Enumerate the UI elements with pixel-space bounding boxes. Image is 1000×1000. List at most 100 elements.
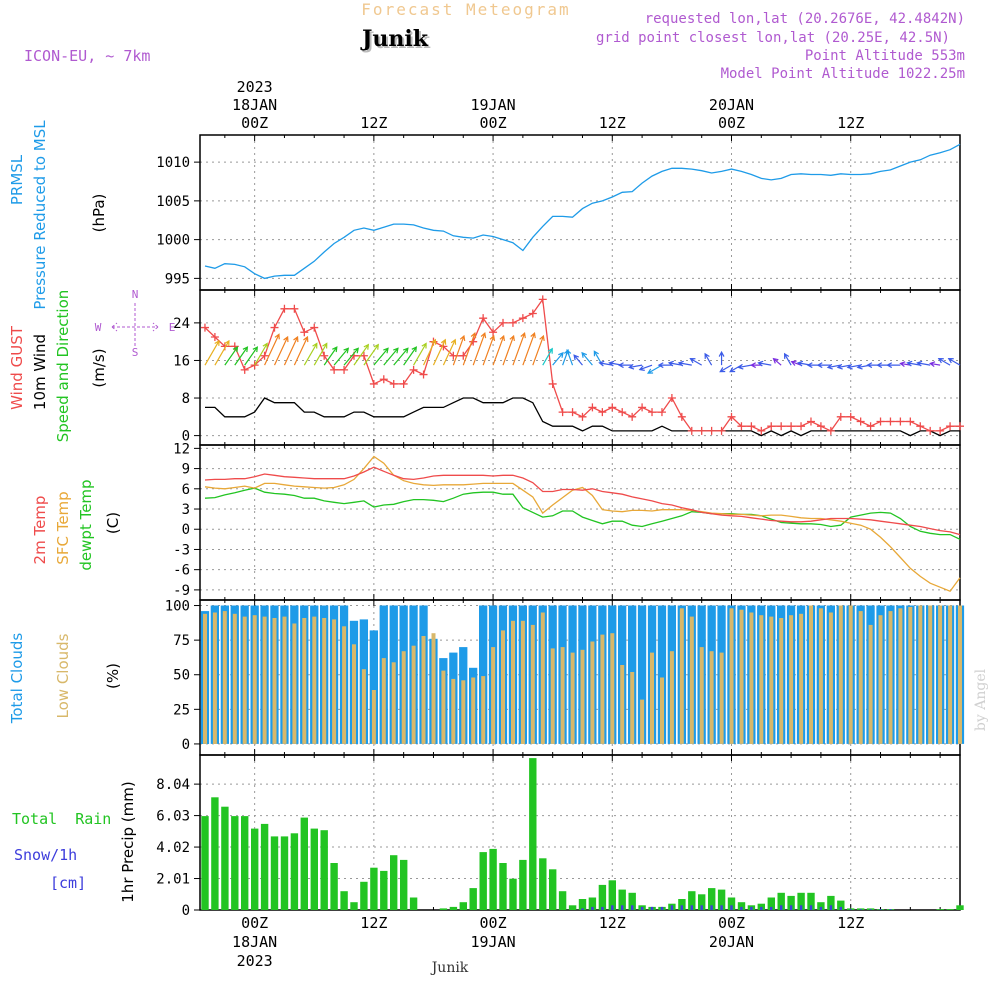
low-cloud-bar — [212, 612, 217, 744]
low-cloud-bar — [282, 616, 287, 744]
gust-marker — [568, 408, 577, 417]
top-date-label: 19JAN — [470, 96, 515, 114]
rain-bar — [757, 903, 765, 910]
rain-bar — [231, 816, 239, 910]
y-tick-label: 100 — [165, 599, 190, 615]
dewpoint-line — [204, 487, 961, 540]
y-tick-label: 2.01 — [156, 872, 190, 888]
low-cloud-bar — [868, 624, 873, 744]
rain-bar — [717, 889, 726, 910]
gust-marker — [200, 323, 209, 332]
gust-marker — [499, 318, 508, 327]
low-cloud-bar — [650, 652, 654, 744]
wind-gust-line — [204, 297, 960, 432]
wind-arrow — [403, 346, 417, 366]
low-cloud-bar — [789, 615, 794, 744]
gust-marker — [648, 408, 657, 417]
gust-marker — [548, 379, 557, 388]
rain-bar — [390, 855, 398, 910]
bottom-date-label: 18JAN — [232, 933, 277, 951]
snow-bar — [581, 908, 584, 910]
low-cloud-bar — [570, 652, 575, 744]
snow-bar — [730, 905, 733, 910]
snow-bar — [631, 905, 634, 910]
snow-unit-label: [cm] — [50, 874, 86, 892]
wind-arrow — [492, 334, 506, 366]
rain-bar — [946, 909, 954, 910]
bottom-year-label: 2023 — [237, 952, 273, 970]
y-tick-label: 0 — [182, 903, 190, 919]
wind-10m-label: 10m Wind — [31, 334, 49, 410]
snow-bar — [829, 905, 833, 910]
gust-marker — [250, 361, 259, 370]
wind-speed-dir-label: Speed and Direction — [54, 290, 72, 443]
wind-arrow — [462, 332, 477, 366]
snow-bar — [889, 909, 892, 910]
wind-arrow — [502, 334, 515, 366]
wind-arrow — [442, 338, 457, 366]
low-cloud-bar — [491, 647, 496, 744]
wind-arrow — [638, 364, 653, 371]
gust-marker — [826, 426, 835, 435]
wind-arrow — [783, 352, 792, 366]
wind-unit: (m/s) — [90, 348, 108, 387]
low-cloud-bar — [530, 624, 535, 744]
wind-arrow — [581, 351, 593, 366]
wind-arrow — [719, 364, 732, 373]
rain-bar — [370, 867, 378, 910]
rain-bar — [409, 897, 418, 910]
wind-arrow — [628, 363, 643, 370]
gust-marker — [419, 370, 428, 379]
rain-bar — [598, 884, 607, 910]
low-cloud-bar — [908, 606, 913, 744]
rain-bar — [380, 870, 388, 910]
snow-bar — [611, 905, 614, 910]
low-cloud-bar — [520, 620, 525, 744]
rain-bar — [688, 891, 696, 910]
top-year-label: 2023 — [237, 78, 273, 96]
wind-arrow — [704, 352, 713, 366]
wind-arrow — [482, 334, 496, 366]
y-tick-label: 16 — [173, 353, 190, 369]
gust-marker — [598, 408, 607, 417]
rain-bar — [519, 859, 527, 910]
rain-bar — [439, 908, 448, 910]
wind-arrow — [542, 347, 553, 366]
wind-arrow — [677, 360, 692, 367]
low-cloud-bar — [302, 618, 307, 744]
rain-bar — [618, 889, 626, 910]
wind-arrow — [886, 362, 901, 369]
low-cloud-bar — [461, 680, 466, 744]
snow-bar — [621, 905, 624, 910]
snow-bar — [809, 905, 813, 910]
bottom-tick-label: 00Z — [480, 914, 507, 932]
rain-bar — [698, 894, 706, 910]
y-tick-label: 1000 — [156, 233, 190, 249]
y-tick-label: 1010 — [156, 155, 190, 171]
wind-arrow — [452, 334, 466, 366]
gust-marker — [270, 323, 279, 332]
snow-bar — [640, 906, 644, 910]
wind-arrow — [836, 363, 851, 370]
rain-bar — [588, 897, 597, 910]
grid-point-coords: grid point closest lon,lat (20.25E, 42.5… — [596, 30, 950, 46]
gust-marker — [687, 426, 696, 435]
low-cloud-bar — [958, 605, 962, 744]
model-point-altitude: Model Point Altitude 1022.25m — [721, 66, 965, 82]
rain-bar — [558, 891, 567, 910]
gust-marker — [916, 422, 925, 431]
rain-bar — [360, 881, 368, 910]
wind-arrow — [383, 347, 399, 366]
top-tick-label: 00Z — [480, 114, 507, 132]
location-title-shadow: Junik — [362, 28, 431, 54]
gust-marker — [399, 379, 408, 388]
snow-bar — [660, 906, 664, 910]
low-cloud-bar — [749, 612, 754, 744]
low-cloud-bar — [411, 645, 416, 744]
wind-arrow — [214, 339, 230, 366]
snow-bar — [601, 906, 604, 910]
low-cloud-bar — [540, 612, 545, 744]
wind-arrow — [757, 360, 772, 367]
wind-arrow — [204, 339, 220, 366]
